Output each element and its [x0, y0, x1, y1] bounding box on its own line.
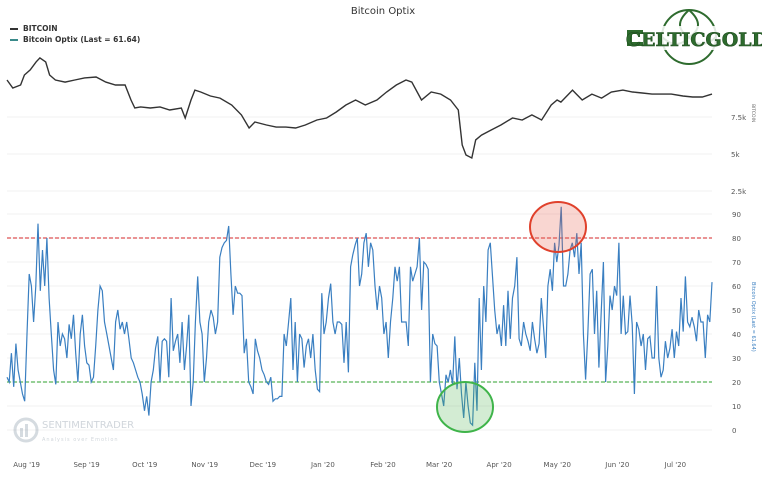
- x-axis-ticks: Aug '19 Sep '19 Oct '19 Nov '19 Dec '19 Jan '…: [13, 461, 686, 469]
- optix-tick-label: 0: [732, 427, 736, 435]
- x-tick-label: May '20: [543, 461, 571, 469]
- annotations: [436, 201, 587, 433]
- optix-tick-label: 60: [732, 283, 741, 291]
- x-tick-label: Jun '20: [604, 461, 629, 469]
- bitcoin-series: [6, 56, 713, 160]
- bitcoin-tick-label: 5k: [731, 151, 740, 159]
- bitcoin-tick-label: 7.5k: [731, 114, 747, 122]
- optix-tick-label: 40: [732, 331, 741, 339]
- y-axis-ticks: 7.5k 5k 2.5k 0 10 20 30 40 50 60 70 80 90: [731, 114, 747, 435]
- x-tick-label: Jul '20: [664, 461, 687, 469]
- x-tick-label: Aug '19: [13, 461, 40, 469]
- optix-series: [6, 206, 713, 427]
- optix-axis-label: Bitcoin Optix (Last = 61.64): [750, 282, 756, 352]
- optix-tick-label: 50: [732, 307, 741, 315]
- x-tick-label: Nov '19: [191, 461, 218, 469]
- legend: BITCOIN Bitcoin Optix (Last = 61.64): [10, 23, 140, 45]
- oversold-annotation-circle: [436, 381, 494, 433]
- celticgold-logo: CELTICGOLD: [617, 6, 762, 70]
- legend-swatch: [10, 39, 18, 41]
- bitcoin-line: [6, 56, 713, 160]
- x-tick-label: Apr '20: [487, 461, 512, 469]
- logo-wordmark: CELTICGOLD: [626, 29, 762, 51]
- chart-title: Bitcoin Optix: [351, 6, 415, 17]
- watermark-tagline: Analysis over Emotion: [42, 437, 119, 443]
- optix-tick-label: 70: [732, 259, 741, 267]
- optix-line: [6, 206, 713, 427]
- overbought-annotation-circle: [529, 201, 587, 253]
- watermark: SENTIMENTRADER Analysis over Emotion: [13, 417, 134, 443]
- legend-item-bitcoin: BITCOIN: [10, 23, 140, 34]
- bitcoin-axis-label: BITCOIN: [750, 104, 756, 122]
- x-tick-label: Mar '20: [426, 461, 452, 469]
- optix-tick-label: 80: [732, 235, 741, 243]
- optix-tick-label: 90: [732, 211, 741, 219]
- celtic-knot-icon: CELTICGOLD: [619, 9, 762, 65]
- x-tick-label: Feb '20: [370, 461, 395, 469]
- bitcoin-tick-label: 2.5k: [731, 188, 747, 196]
- x-tick-label: Jan '20: [310, 461, 335, 469]
- legend-item-optix: Bitcoin Optix (Last = 61.64): [10, 34, 140, 45]
- threshold-lines: [7, 237, 712, 383]
- optix-tick-label: 10: [732, 403, 741, 411]
- x-tick-label: Sep '19: [73, 461, 99, 469]
- x-tick-label: Oct '19: [132, 461, 157, 469]
- x-tick-label: Dec '19: [250, 461, 277, 469]
- legend-swatch: [10, 28, 18, 30]
- optix-tick-label: 30: [732, 355, 741, 363]
- optix-tick-label: 20: [732, 379, 741, 387]
- watermark-name: SENTIMENTRADER: [42, 420, 134, 431]
